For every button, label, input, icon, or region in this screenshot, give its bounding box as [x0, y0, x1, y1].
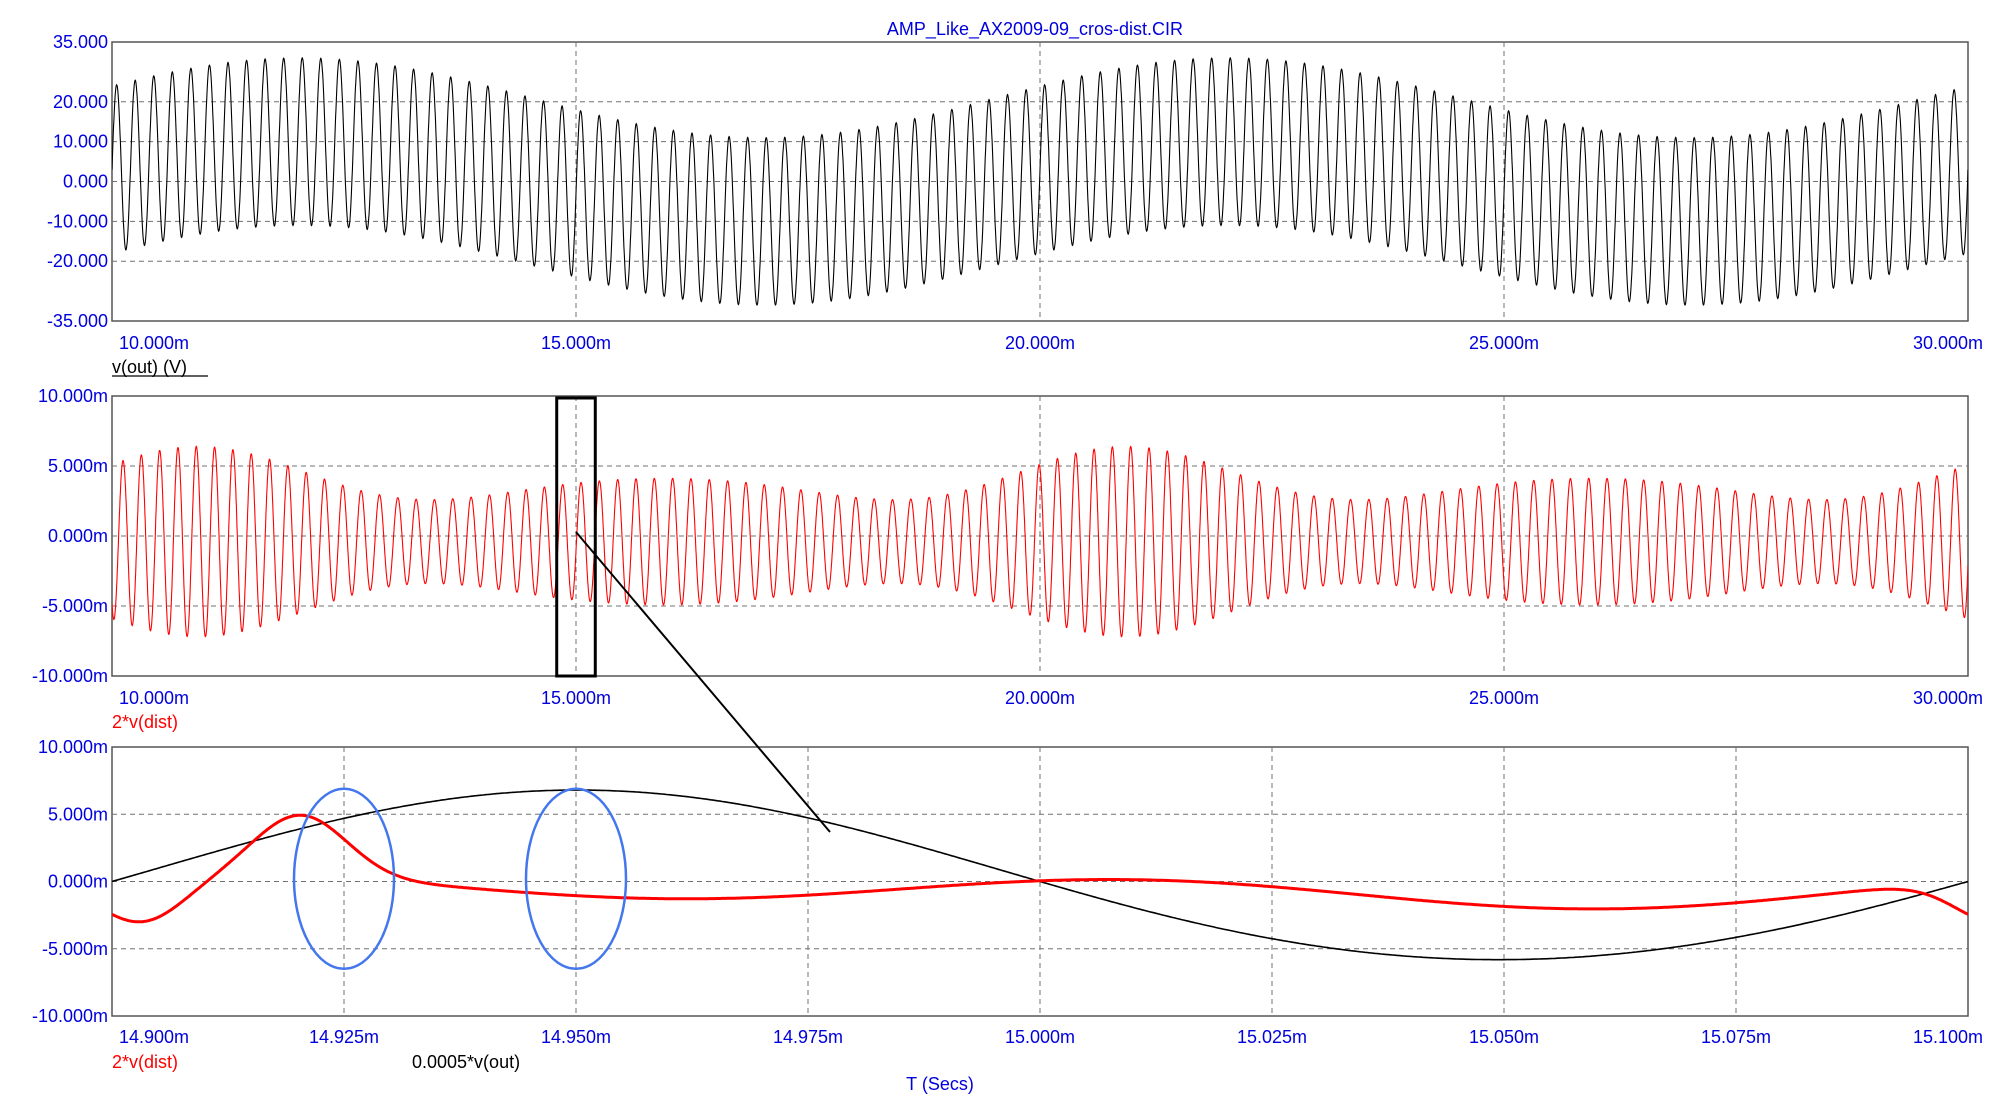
- y-tick-label: -5.000m: [42, 939, 108, 959]
- y-tick-label: -10.000: [47, 211, 108, 231]
- y-tick-label: 5.000m: [48, 456, 108, 476]
- y-tick-label: 10.000m: [38, 737, 108, 757]
- x-tick-label: 15.075m: [1701, 1027, 1771, 1047]
- x-tick-label: 10.000m: [119, 333, 189, 353]
- x-tick-label: 15.000m: [541, 688, 611, 708]
- y-tick-label: 0.000m: [48, 872, 108, 892]
- x-tick-label: 25.000m: [1469, 333, 1539, 353]
- y-tick-label: 0.000m: [48, 526, 108, 546]
- series-line-2-v-dist-: [112, 813, 1968, 924]
- y-tick-label: -20.000: [47, 251, 108, 271]
- vout-legend: v(out) (V): [112, 357, 187, 377]
- zoom-connector-overlay: [575, 531, 831, 833]
- series-line-v-out-v-: [112, 56, 1968, 306]
- zoom-legend: 2*v(dist): [112, 1052, 178, 1072]
- highlight-ellipse: [524, 787, 628, 971]
- y-tick-label: 0.000: [63, 172, 108, 192]
- x-axis-label: T (Secs): [906, 1074, 974, 1094]
- x-tick-label: 15.025m: [1237, 1027, 1307, 1047]
- chart-title: AMP_Like_AX2009-09_cros-dist.CIR: [887, 19, 1183, 40]
- x-tick-label: 20.000m: [1005, 333, 1075, 353]
- x-tick-label: 14.950m: [541, 1027, 611, 1047]
- zoom-legend-1: 0.0005*v(out): [412, 1052, 520, 1072]
- zoom-box: [555, 396, 597, 678]
- x-tick-label: 14.925m: [309, 1027, 379, 1047]
- zoom-connector-line: [575, 531, 831, 833]
- x-tick-label: 25.000m: [1469, 688, 1539, 708]
- y-tick-label: -10.000m: [32, 1006, 108, 1026]
- x-tick-label: 15.000m: [1005, 1027, 1075, 1047]
- x-tick-label: 30.000m: [1913, 688, 1983, 708]
- x-tick-label: 30.000m: [1913, 333, 1983, 353]
- x-tick-label: 15.050m: [1469, 1027, 1539, 1047]
- y-tick-label: 20.000: [53, 92, 108, 112]
- x-tick-label: 10.000m: [119, 688, 189, 708]
- y-tick-label: -5.000m: [42, 596, 108, 616]
- x-tick-label: 14.900m: [119, 1027, 189, 1047]
- dist-legend: 2*v(dist): [112, 712, 178, 732]
- highlight-ellipse: [292, 787, 396, 971]
- dist-panel: 10.000m 5.000m 0.000m -5.000m -10.000m 10.000…: [32, 386, 1983, 732]
- y-tick-label: 10.000: [53, 132, 108, 152]
- zoom-panel: 10.000m 5.000m 0.000m -5.000m -10.000m 14.900…: [32, 737, 1983, 1072]
- x-tick-label: 15.000m: [541, 333, 611, 353]
- x-tick-label: 15.100m: [1913, 1027, 1983, 1047]
- y-tick-label: 5.000m: [48, 804, 108, 824]
- y-tick-label: -10.000m: [32, 666, 108, 686]
- y-tick-label: 35.000: [53, 32, 108, 52]
- y-tick-label: 10.000m: [38, 386, 108, 406]
- vout-panel: 35.000 20.000 10.000 0.000 -10.000 -20.000 -35…: [47, 32, 1983, 377]
- x-tick-label: 20.000m: [1005, 688, 1075, 708]
- y-tick-label: -35.000: [47, 311, 108, 331]
- series-line-2-v-dist-: [112, 445, 1968, 638]
- x-tick-label: 14.975m: [773, 1027, 843, 1047]
